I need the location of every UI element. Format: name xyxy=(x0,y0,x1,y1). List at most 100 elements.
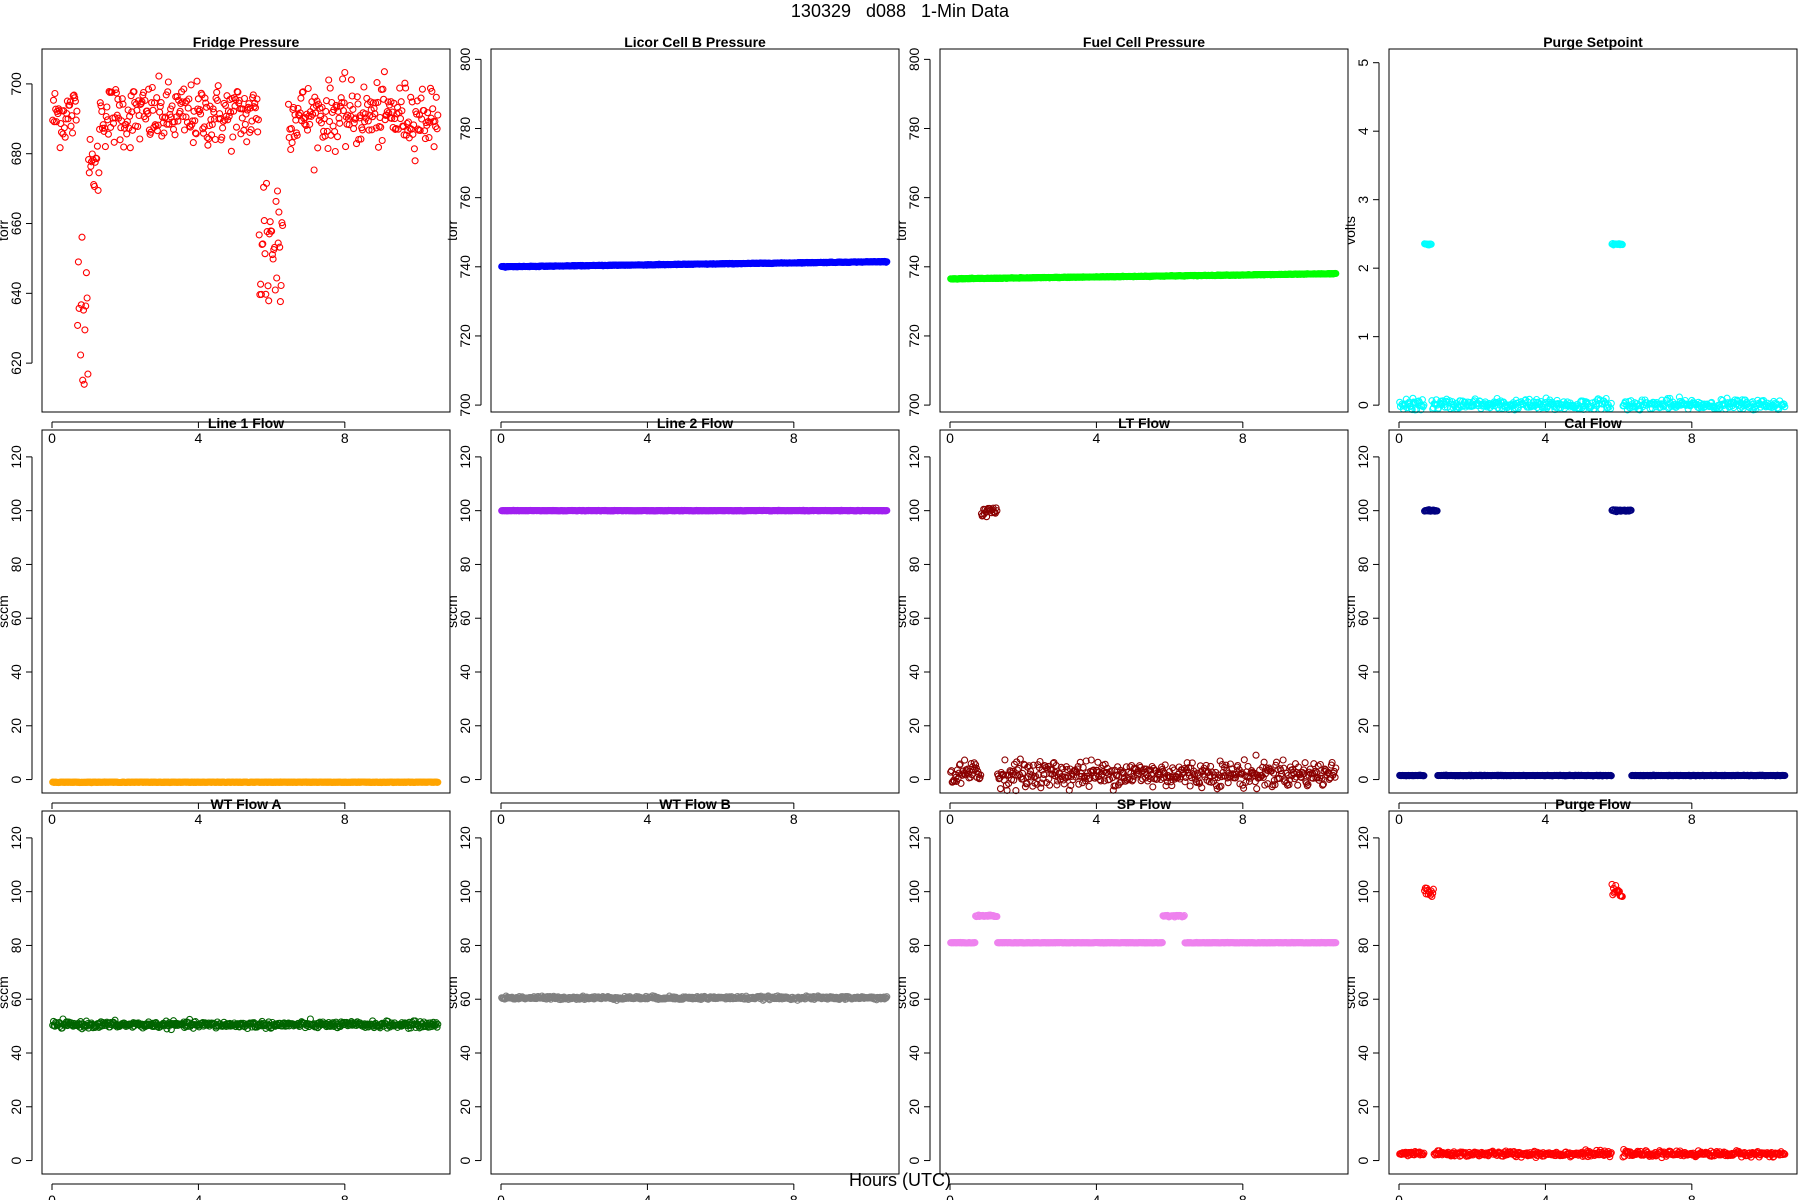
data-point xyxy=(325,76,333,84)
data-point xyxy=(1427,240,1435,248)
data-point xyxy=(333,133,342,141)
data-point xyxy=(337,94,345,102)
data-point xyxy=(327,131,335,139)
data-point xyxy=(181,99,189,107)
data-point xyxy=(227,108,235,116)
y-tick-label: 80 xyxy=(457,556,473,572)
data-point xyxy=(996,785,1005,793)
data-point xyxy=(391,125,399,133)
data-point xyxy=(961,756,969,764)
data-point xyxy=(1444,399,1452,407)
y-tick-label: 100 xyxy=(1355,499,1371,523)
y-tick-label: 20 xyxy=(457,718,473,734)
data-point xyxy=(197,110,205,118)
data-point xyxy=(278,219,286,227)
data-point xyxy=(290,103,298,112)
y-tick-label: 740 xyxy=(457,255,473,279)
data-point xyxy=(361,118,369,126)
data-point xyxy=(349,105,357,113)
data-point xyxy=(125,124,133,132)
y-tick-label: 760 xyxy=(906,186,922,210)
data-point xyxy=(320,127,328,135)
data-point xyxy=(148,83,156,92)
data-point xyxy=(385,101,394,109)
y-axis-label: sccm xyxy=(1342,595,1358,628)
data-point xyxy=(1162,782,1170,790)
data-point xyxy=(251,99,259,107)
data-points xyxy=(498,992,891,1004)
data-point xyxy=(251,104,260,112)
data-point xyxy=(176,107,184,115)
y-tick-label: 40 xyxy=(906,664,922,680)
data-point xyxy=(86,135,94,143)
data-points xyxy=(49,1015,442,1034)
data-point xyxy=(136,135,144,143)
data-point xyxy=(274,239,282,247)
data-point xyxy=(178,98,186,106)
data-points xyxy=(1396,240,1789,414)
data-point xyxy=(272,197,280,205)
data-point xyxy=(1186,782,1194,790)
data-point xyxy=(299,88,307,96)
data-point xyxy=(141,96,149,105)
data-point xyxy=(55,107,63,115)
x-tick-label: 0 xyxy=(946,811,954,827)
x-tick-label: 8 xyxy=(1688,811,1696,827)
y-tick-label: 80 xyxy=(8,937,24,953)
data-point xyxy=(50,118,58,126)
data-point xyxy=(420,106,428,115)
x-tick-label: 0 xyxy=(1395,430,1403,446)
data-point xyxy=(66,98,74,106)
data-point xyxy=(249,91,257,99)
y-tick-label: 720 xyxy=(457,324,473,348)
y-tick-label: 80 xyxy=(1355,556,1371,572)
y-tick-label: 100 xyxy=(906,499,922,523)
data-point xyxy=(1240,756,1248,764)
data-point xyxy=(1552,404,1560,412)
plot-frame xyxy=(939,48,1349,413)
data-point xyxy=(192,130,200,138)
data-point xyxy=(115,101,123,109)
data-point xyxy=(183,97,191,105)
data-point xyxy=(120,143,128,151)
x-tick-label: 8 xyxy=(1239,811,1247,827)
data-point xyxy=(75,304,83,312)
y-tick-label: 20 xyxy=(1355,718,1371,734)
data-point xyxy=(174,117,182,125)
data-points xyxy=(49,778,442,787)
data-point xyxy=(168,102,176,110)
y-axis-label: sccm xyxy=(0,595,11,628)
x-tick-label: 8 xyxy=(341,811,349,827)
data-point xyxy=(57,120,65,128)
y-tick-label: 760 xyxy=(457,186,473,210)
data-point xyxy=(253,95,261,103)
data-point xyxy=(285,133,293,142)
panel-title: WT Flow A xyxy=(210,796,281,812)
y-tick-label: 0 xyxy=(1355,401,1371,409)
data-point xyxy=(90,182,99,191)
data-point xyxy=(320,115,328,123)
y-tick-label: 660 xyxy=(8,212,24,236)
data-point xyxy=(287,125,295,133)
data-point xyxy=(271,286,279,294)
data-point xyxy=(246,104,254,112)
data-point xyxy=(99,121,107,129)
y-tick-label: 100 xyxy=(457,499,473,523)
data-point xyxy=(402,84,410,92)
data-point xyxy=(380,68,388,76)
data-point xyxy=(204,141,212,149)
data-point xyxy=(430,143,438,151)
data-point xyxy=(311,93,319,101)
data-point xyxy=(398,107,406,115)
data-point xyxy=(126,144,134,152)
data-point xyxy=(259,240,267,248)
data-point xyxy=(101,143,109,151)
